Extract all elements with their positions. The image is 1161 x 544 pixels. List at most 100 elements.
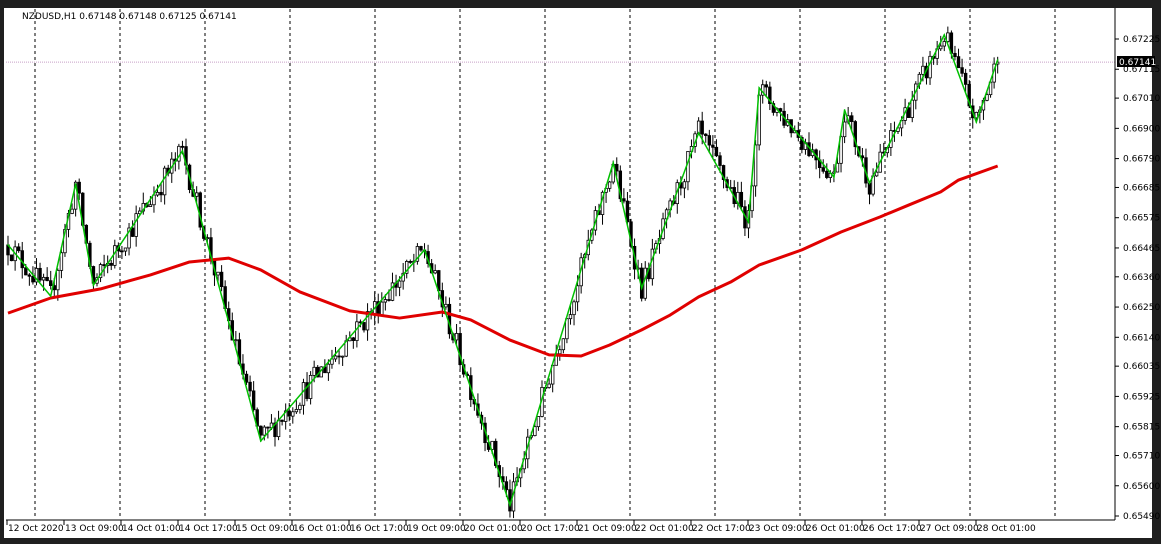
current-price-label: 0.67141 <box>1117 56 1156 68</box>
candle-body <box>383 299 388 303</box>
price-axis[interactable]: 0.67225 0.67115 0.67010 0.66900 0.66790 0.666… <box>1115 35 1160 522</box>
price-tick-label: 0.66360 <box>1123 273 1160 283</box>
price-tick-label: 0.66900 <box>1123 124 1160 134</box>
candle-body <box>682 181 687 189</box>
candle-body <box>31 275 35 283</box>
candle-body <box>615 163 619 172</box>
price-tick-label: 0.66790 <box>1123 155 1160 165</box>
candle-body <box>291 411 295 417</box>
time-tick-label: 28 Oct 01:00 <box>977 524 1036 534</box>
candle <box>547 378 551 389</box>
candle <box>273 417 277 447</box>
candle <box>20 241 24 279</box>
candle <box>251 381 256 412</box>
candle-body <box>622 198 626 202</box>
time-tick-label: 22 Oct 01:00 <box>635 524 694 534</box>
candle <box>572 299 576 326</box>
candle <box>27 273 32 286</box>
candle-body <box>38 267 42 281</box>
candle-body <box>387 299 391 301</box>
candle-body <box>102 264 106 267</box>
candle-body <box>340 355 345 358</box>
candle <box>120 245 124 260</box>
candle-body <box>939 45 943 50</box>
candle-body <box>753 144 758 187</box>
candle-body <box>800 137 804 150</box>
time-tick-label: 20 Oct 01:00 <box>464 524 523 534</box>
candle <box>49 270 53 290</box>
candle-body <box>16 246 21 252</box>
candle-body <box>159 191 163 196</box>
zigzag-vertex <box>181 150 184 152</box>
candle-body <box>130 227 135 237</box>
candle <box>835 157 840 173</box>
candle <box>38 262 42 283</box>
candle-body <box>180 145 185 148</box>
candle <box>558 345 562 361</box>
candle <box>718 152 722 173</box>
grid <box>34 9 1056 519</box>
candle-body <box>405 261 409 274</box>
candle <box>16 243 21 253</box>
candle-body <box>953 52 957 58</box>
candle <box>768 81 772 111</box>
price-tick-label: 0.66575 <box>1123 214 1160 224</box>
candle-body <box>960 67 964 74</box>
zigzag-vertex <box>49 295 52 297</box>
candle-body <box>956 56 961 69</box>
candle-body <box>853 121 857 148</box>
candle <box>294 399 299 414</box>
candle-body <box>921 65 925 75</box>
candle <box>162 165 167 205</box>
candle <box>536 416 541 431</box>
price-tick-label: 0.65925 <box>1123 392 1160 402</box>
candle-body <box>444 303 448 308</box>
candle <box>960 58 964 77</box>
candle-body <box>458 333 462 366</box>
candle-body <box>34 267 39 283</box>
candle-body <box>337 355 341 358</box>
candle-body <box>568 314 573 320</box>
candle <box>942 38 946 52</box>
candle-body <box>41 276 46 281</box>
candle <box>351 336 356 349</box>
candle <box>415 243 420 265</box>
candle-body <box>910 99 914 118</box>
candle-body <box>643 267 647 299</box>
candle-body <box>408 261 412 263</box>
candle-body <box>768 86 772 104</box>
candle-body <box>946 32 950 42</box>
time-tick-label: 14 Oct 17:00 <box>179 524 238 534</box>
time-tick-label: 13 Oct 09:00 <box>65 524 124 534</box>
candle-body <box>825 170 829 178</box>
candle-body <box>494 440 498 466</box>
candle <box>405 259 409 279</box>
candle-body <box>835 162 840 173</box>
candle-body <box>397 280 402 288</box>
candle <box>622 188 626 204</box>
candle-body <box>985 94 989 101</box>
candle-body <box>70 208 74 214</box>
price-tick-label: 0.66465 <box>1123 244 1160 254</box>
candle-body <box>714 146 719 157</box>
price-tick-label: 0.65710 <box>1123 452 1160 462</box>
candle <box>704 133 708 143</box>
candle-body <box>234 339 238 342</box>
candle-body <box>454 333 459 341</box>
zigzag-vertex <box>612 162 614 164</box>
candle-body <box>547 383 551 388</box>
candle-body <box>365 311 370 331</box>
candle <box>383 294 388 311</box>
candle-body <box>380 301 384 316</box>
candle-body <box>874 171 879 177</box>
candle <box>127 223 131 256</box>
candle-body <box>536 416 541 428</box>
candle-body <box>707 135 712 146</box>
candle <box>408 259 412 264</box>
price-tick-label: 0.66250 <box>1123 303 1160 313</box>
time-tick-label: 21 Oct 09:00 <box>578 524 637 534</box>
candle <box>109 259 113 271</box>
zigzag-vertex <box>996 59 999 61</box>
